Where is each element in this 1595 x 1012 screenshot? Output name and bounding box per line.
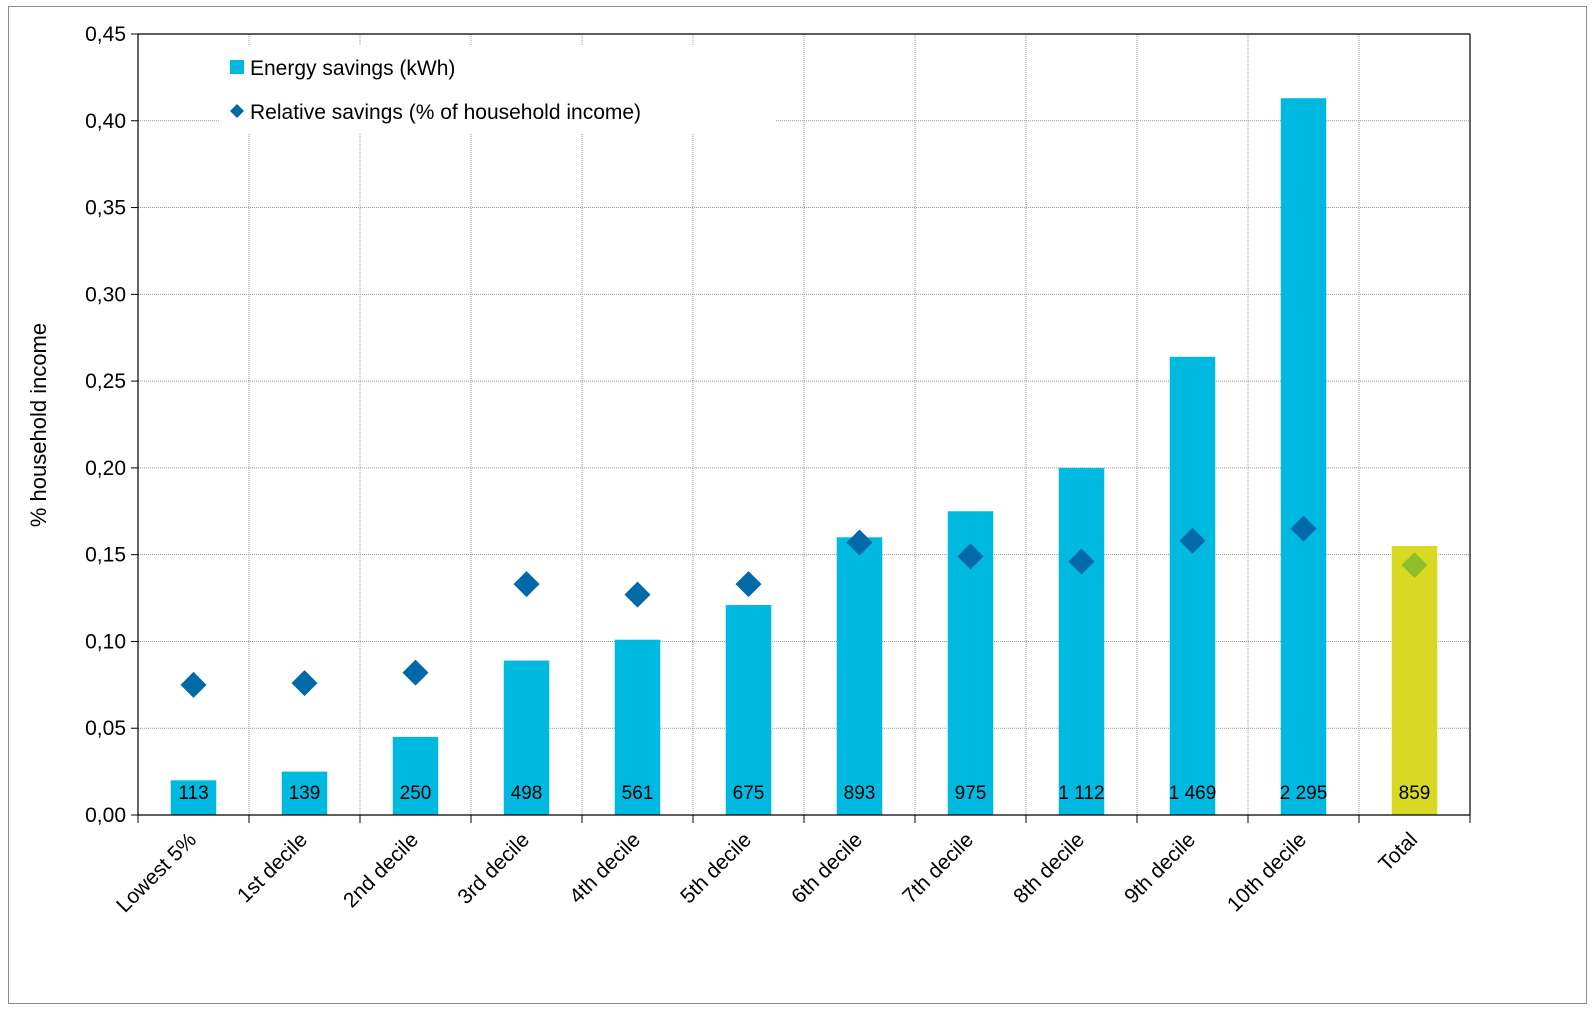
bar-10th-decile <box>1280 98 1327 815</box>
marker-10th-decile <box>1290 515 1317 542</box>
bar-3rd-decile <box>503 660 550 815</box>
legend-background <box>220 46 775 134</box>
y-tick-label: 0,15 <box>85 544 126 567</box>
marker-1st-decile <box>291 670 318 697</box>
marker-8th-decile <box>1068 548 1095 575</box>
data-label-7th-decile: 975 <box>955 783 987 804</box>
gridlines <box>131 33 1470 816</box>
data-labels: 113 139 250 498 561 675 893 975 1 112 1 469 2 295 8… <box>178 783 1430 804</box>
bar-1st-decile <box>281 771 328 815</box>
data-label-5th-decile: 675 <box>733 783 765 804</box>
legend-swatch-energy-savings <box>230 60 244 74</box>
y-tick-label: 0,30 <box>85 283 126 306</box>
x-tick-label-total: Total <box>1374 828 1422 876</box>
legend-label-relative-savings: Relative savings (% of household income) <box>250 101 641 124</box>
bar-9th-decile <box>1169 356 1216 815</box>
marker-6th-decile <box>846 529 873 556</box>
y-tick-labels: 0,00 0,05 0,10 0,15 0,20 0,25 0,30 0,35 0,40 0,45 <box>85 23 126 827</box>
data-label-1st-decile: 139 <box>289 783 321 804</box>
x-tick-labels: Lowest 5% 1st decile 2nd decile 3rd decile 4… <box>112 828 1422 917</box>
bar-2nd-decile <box>392 736 439 815</box>
y-tick-label: 0,20 <box>85 457 126 480</box>
x-tick-label-10th-decile: 10th decile <box>1223 828 1311 916</box>
data-label-2nd-decile: 250 <box>400 783 432 804</box>
y-tick-label: 0,25 <box>85 370 126 393</box>
axes <box>137 33 1471 823</box>
marker-9th-decile <box>1179 527 1206 554</box>
bar-lowest-5pct <box>170 780 217 815</box>
bar-4th-decile <box>614 639 661 815</box>
legend-label-energy-savings: Energy savings (kWh) <box>250 57 455 80</box>
y-tick-label: 0,45 <box>85 23 126 46</box>
data-label-10th-decile: 2 295 <box>1280 783 1328 804</box>
bar-total <box>1391 545 1438 815</box>
legend-swatch-relative-savings <box>230 104 244 118</box>
marker-5th-decile <box>735 571 762 598</box>
legend: Energy savings (kWh) Relative savings (%… <box>220 46 775 134</box>
y-axis-title: % household income <box>26 323 51 527</box>
bars <box>170 98 1438 815</box>
bar-6th-decile <box>836 537 883 815</box>
x-tick-label-8th-decile: 8th decile <box>1009 828 1089 908</box>
y-tick-label: 0,40 <box>85 110 126 133</box>
y-tick-label: 0,00 <box>85 804 126 827</box>
y-tick-label: 0,10 <box>85 630 126 653</box>
x-tick-label-3rd-decile: 3rd decile <box>453 828 534 909</box>
marker-total <box>1401 552 1428 579</box>
x-tick-label-1st-decile: 1st decile <box>233 828 312 907</box>
x-tick-label-5th-decile: 5th decile <box>676 828 756 908</box>
marker-7th-decile <box>957 543 984 570</box>
marker-2nd-decile <box>402 659 429 686</box>
x-tick-label-9th-decile: 9th decile <box>1120 828 1200 908</box>
x-tick-label-4th-decile: 4th decile <box>565 828 645 908</box>
markers <box>180 515 1428 698</box>
y-tick-label: 0,05 <box>85 717 126 740</box>
marker-lowest-5pct <box>180 671 207 698</box>
data-label-3rd-decile: 498 <box>511 783 543 804</box>
data-label-6th-decile: 893 <box>844 783 876 804</box>
data-label-4th-decile: 561 <box>622 783 654 804</box>
data-label-lowest-5pct: 113 <box>178 783 208 804</box>
data-label-total: 859 <box>1399 783 1431 804</box>
marker-3rd-decile <box>513 571 540 598</box>
x-tick-label-6th-decile: 6th decile <box>787 828 867 908</box>
bar-8th-decile <box>1058 467 1105 815</box>
data-label-8th-decile: 1 112 <box>1058 783 1104 804</box>
x-tick-label-2nd-decile: 2nd decile <box>339 828 423 912</box>
x-tick-label-7th-decile: 7th decile <box>898 828 978 908</box>
marker-4th-decile <box>624 581 651 608</box>
data-label-9th-decile: 1 469 <box>1169 783 1217 804</box>
y-tick-label: 0,35 <box>85 197 126 220</box>
x-tick-label-lowest-5pct: Lowest 5% <box>112 828 201 917</box>
bar-5th-decile <box>725 604 772 815</box>
